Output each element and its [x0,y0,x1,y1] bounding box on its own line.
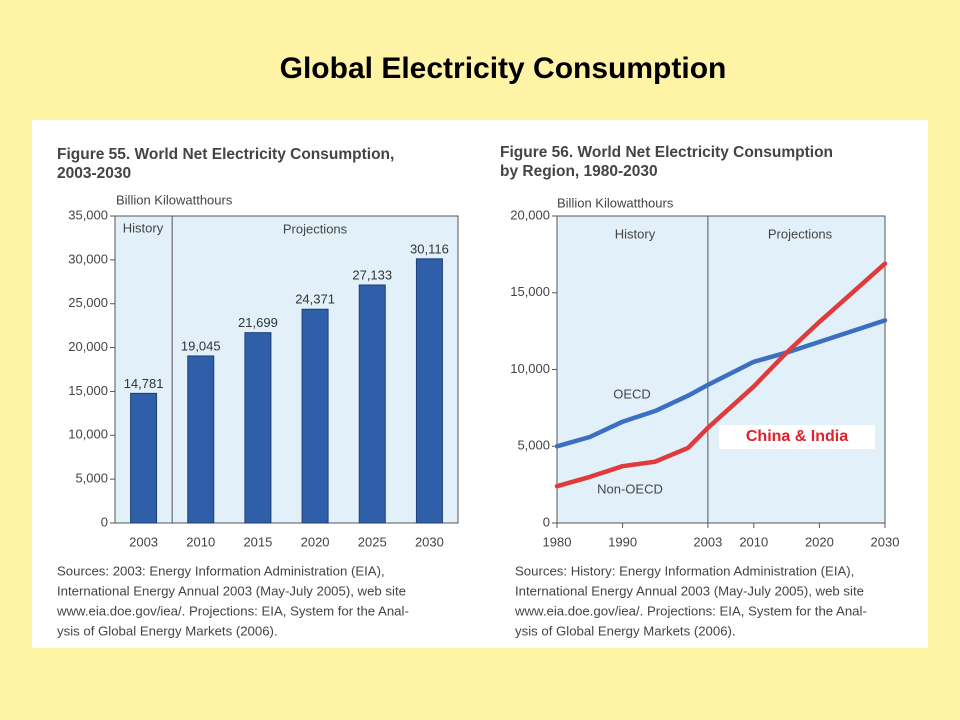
annotation: China & India [746,428,848,445]
y-axis-unit: Billion Kilowatthours [557,195,674,210]
source-note: ysis of Global Energy Markets (2006). [515,623,736,638]
x-tick-label: 2030 [871,534,900,549]
x-tick-label: 1990 [608,534,637,549]
bar [415,258,443,524]
figure-title: Figure 55. World Net Electricity Consump… [57,146,394,163]
source-note: International Energy Annual 2003 (May-Ju… [515,583,864,598]
x-tick-label: 2030 [415,534,444,549]
y-tick-label: 0 [543,514,550,529]
plot-area [556,215,886,524]
value-label: 24,371 [295,292,335,307]
y-tick-label: 15,000 [510,284,550,299]
x-tick-label: 2015 [243,534,272,549]
bar [244,332,272,524]
series-line [554,261,888,489]
value-label: 21,699 [238,315,278,330]
x-tick-label: 2010 [739,534,768,549]
value-label: 27,133 [352,267,392,282]
y-tick-label: 10,000 [68,427,108,442]
series-line [554,318,888,449]
page-title: Global Electricity Consumption [280,52,727,85]
y-tick-label: 25,000 [68,295,108,310]
figure-title: by Region, 1980-2030 [500,163,658,180]
annotation-bg [719,425,875,449]
y-axis-unit: Billion Kilowatthours [116,192,233,207]
y-tick-label: 15,000 [68,383,108,398]
y-tick-label: 0 [101,514,108,529]
bar [358,284,386,524]
x-tick-label: 2020 [301,534,330,549]
period-label: Projections [768,226,833,241]
x-tick-label: 1980 [543,534,572,549]
source-note: Sources: History: Energy Information Adm… [515,563,854,578]
y-tick-label: 5,000 [75,471,108,486]
y-tick-label: 20,000 [510,207,550,222]
y-tick-label: 20,000 [68,339,108,354]
period-label: History [123,220,164,235]
figure-title: Figure 56. World Net Electricity Consump… [500,144,833,161]
y-tick-label: 35,000 [68,207,108,222]
plot-area [114,215,459,524]
y-tick-label: 30,000 [68,251,108,266]
value-label: 30,116 [410,241,449,256]
y-tick-label: 5,000 [517,438,550,453]
series-label: Non-OECD [597,481,663,496]
x-tick-label: 2025 [358,534,387,549]
value-label: 14,781 [124,376,164,391]
x-tick-label: 2010 [186,534,215,549]
series-label: OECD [613,386,651,401]
bar [187,355,215,524]
x-tick-label: 2020 [805,534,834,549]
x-tick-label: 2003 [693,534,722,549]
source-note: www.eia.doe.gov/iea/. Projections: EIA, … [514,603,867,618]
figure-title: 2003-2030 [57,165,131,182]
period-label: History [615,226,656,241]
source-note: www.eia.doe.gov/iea/. Projections: EIA, … [56,603,409,618]
period-label: Projections [283,221,348,236]
source-note: International Energy Annual 2003 (May-Ju… [57,583,406,598]
bar [130,392,158,524]
bar [301,308,329,524]
source-note: ysis of Global Energy Markets (2006). [57,623,278,638]
source-note: Sources: 2003: Energy Information Admini… [57,563,385,578]
value-label: 19,045 [181,338,221,353]
y-tick-label: 10,000 [510,361,550,376]
x-tick-label: 2003 [129,534,158,549]
